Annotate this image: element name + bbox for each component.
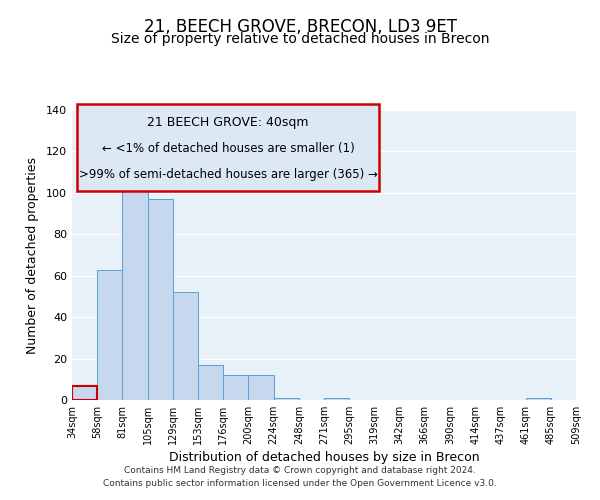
Bar	[248, 375, 274, 400]
Bar	[274, 398, 299, 400]
Text: 21 BEECH GROVE: 40sqm: 21 BEECH GROVE: 40sqm	[148, 116, 309, 129]
Bar	[72, 386, 97, 400]
Text: Size of property relative to detached houses in Brecon: Size of property relative to detached ho…	[111, 32, 489, 46]
Bar	[122, 182, 148, 400]
X-axis label: Distribution of detached houses by size in Brecon: Distribution of detached houses by size …	[169, 451, 479, 464]
Text: 21, BEECH GROVE, BRECON, LD3 9ET: 21, BEECH GROVE, BRECON, LD3 9ET	[143, 18, 457, 36]
Bar	[223, 375, 248, 400]
Bar	[526, 398, 551, 400]
Bar	[173, 292, 198, 400]
Bar	[97, 270, 122, 400]
Text: >99% of semi-detached houses are larger (365) →: >99% of semi-detached houses are larger …	[79, 168, 377, 181]
Text: ← <1% of detached houses are smaller (1): ← <1% of detached houses are smaller (1)	[102, 142, 355, 155]
Text: Contains HM Land Registry data © Crown copyright and database right 2024.
Contai: Contains HM Land Registry data © Crown c…	[103, 466, 497, 487]
Bar	[72, 386, 97, 400]
FancyBboxPatch shape	[77, 104, 379, 191]
Bar	[198, 365, 223, 400]
Bar	[324, 398, 349, 400]
Bar	[148, 199, 173, 400]
Y-axis label: Number of detached properties: Number of detached properties	[26, 156, 39, 354]
